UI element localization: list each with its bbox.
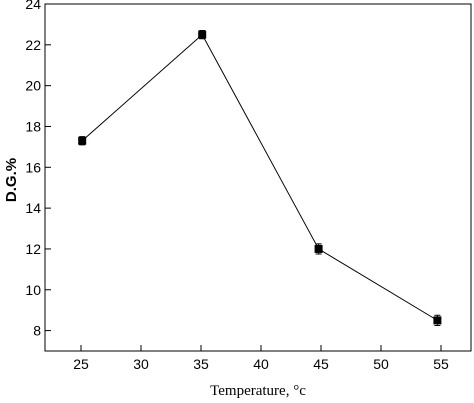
y-tick-label: 16 — [25, 159, 41, 175]
y-tick-label: 10 — [25, 282, 41, 298]
series-line — [81, 33, 438, 321]
x-tick-label: 45 — [313, 356, 329, 372]
y-tick-label: 22 — [25, 37, 41, 53]
x-tick-label: 30 — [133, 356, 149, 372]
x-axis-title: Temperature, °c — [210, 383, 306, 399]
point — [78, 136, 87, 145]
y-tick-label: 24 — [25, 0, 41, 12]
x-tick-label: 50 — [373, 356, 389, 372]
y-tick-label: 20 — [25, 78, 41, 94]
x-tick-label: 35 — [193, 356, 209, 372]
y-tick-label: 8 — [33, 323, 41, 339]
x-tick-label: 55 — [433, 356, 449, 372]
point — [314, 244, 323, 253]
point — [198, 30, 207, 39]
y-tick-label: 18 — [25, 118, 41, 134]
plot-frame — [44, 3, 472, 352]
x-tick-label: 25 — [73, 356, 89, 372]
y-tick-label: 12 — [25, 241, 41, 257]
y-tick-label: 14 — [25, 200, 41, 216]
x-tick-label: 40 — [253, 356, 269, 372]
y-axis-title: D.G.% — [3, 158, 20, 202]
point — [433, 316, 442, 325]
